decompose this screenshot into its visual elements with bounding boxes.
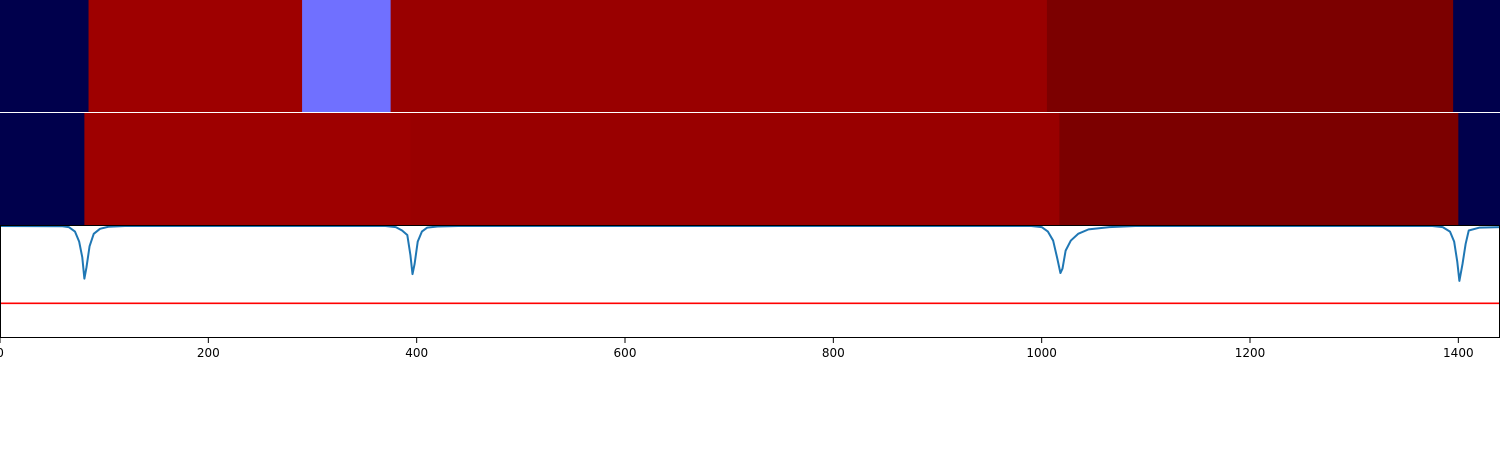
x-axis: 0 200 400 600 800 1000 1200 1400 (0, 338, 1474, 360)
segment-segmentation-top-2 (302, 0, 392, 112)
segment-segmentation-middle-0 (0, 113, 85, 225)
x-tick-label: 600 (614, 346, 637, 360)
segment-segmentation-middle-1 (84, 113, 412, 225)
segment-segmentation-middle-2 (410, 113, 1060, 225)
x-tick-label: 200 (197, 346, 220, 360)
segment-segmentation-top-5 (1453, 0, 1500, 112)
x-tick-label: 1200 (1235, 346, 1266, 360)
x-tick-label: 1400 (1443, 346, 1474, 360)
signal-panel-background (0, 225, 1500, 338)
segment-segmentation-top-0 (0, 0, 90, 112)
panel-separator (0, 112, 1500, 113)
segment-segmentation-middle-4 (1458, 113, 1500, 225)
segment-segmentation-top-4 (1046, 0, 1454, 112)
segmentation-panel-top (0, 0, 1500, 112)
x-tick-label: 0 (0, 346, 4, 360)
signal-panel (0, 225, 1500, 338)
segment-segmentation-top-3 (390, 0, 1048, 112)
segment-segmentation-middle-3 (1059, 113, 1459, 225)
x-tick-label: 1000 (1026, 346, 1057, 360)
segment-segmentation-top-1 (88, 0, 303, 112)
x-tick-label: 400 (405, 346, 428, 360)
x-tick-label: 800 (822, 346, 845, 360)
segmentation-panel-middle (0, 112, 1500, 225)
